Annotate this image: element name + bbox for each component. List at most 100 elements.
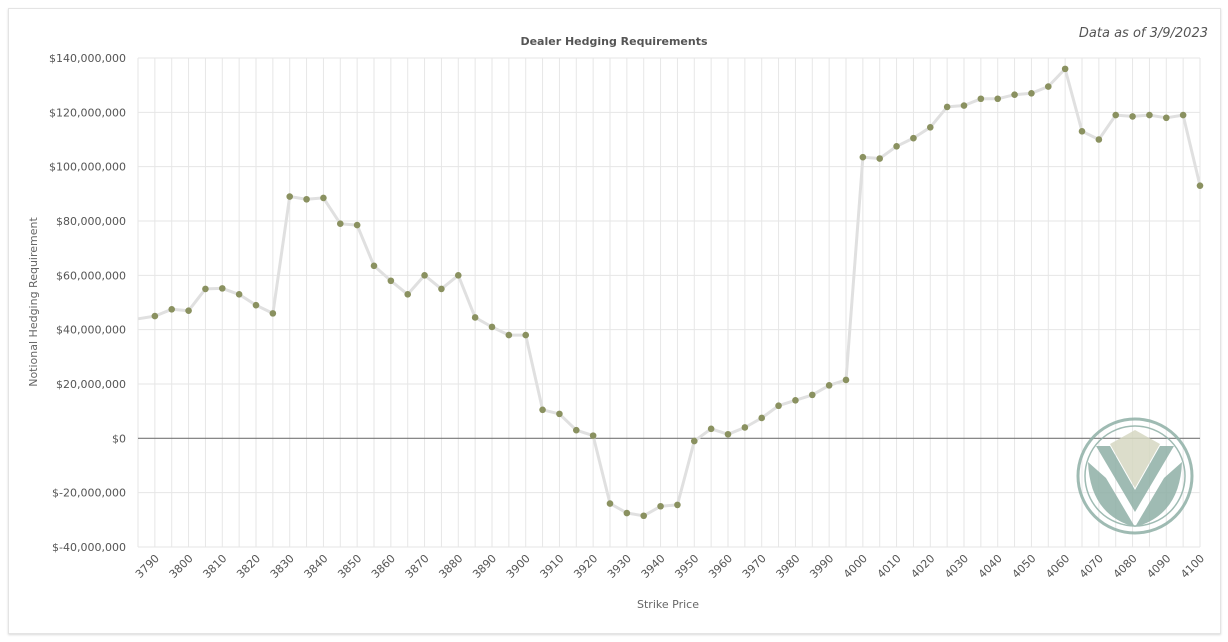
data-point <box>758 414 766 422</box>
v-shield-logo-icon <box>1076 417 1194 535</box>
x-tick-label: 3820 <box>234 552 263 581</box>
data-point <box>1061 65 1069 73</box>
data-point <box>488 323 496 331</box>
data-point <box>522 331 530 339</box>
y-tick-label: $120,000,000 <box>49 106 126 119</box>
data-point <box>471 314 479 321</box>
x-tick-label: 4060 <box>1043 552 1072 581</box>
data-point <box>438 285 445 293</box>
data-point <box>910 134 917 142</box>
data-point <box>808 391 816 399</box>
series-line <box>137 67 1202 518</box>
y-tick-label: $20,000,000 <box>56 378 126 391</box>
x-tick-label: 3860 <box>369 552 398 581</box>
data-point <box>741 424 749 431</box>
data-point <box>151 312 159 320</box>
x-tick-label: 4050 <box>1010 552 1039 581</box>
y-tick-label: $0 <box>112 432 126 445</box>
data-point <box>707 425 715 433</box>
y-tick-label: $100,000,000 <box>49 161 126 174</box>
data-point <box>1129 113 1136 120</box>
x-tick-label: 3950 <box>672 552 701 581</box>
data-point <box>960 102 968 109</box>
data-point <box>589 432 597 439</box>
data-point <box>404 291 412 298</box>
grid-lines <box>137 57 1201 548</box>
x-tick-labels: 3790 3800 3810 3820 3830 3840 3850 3860 3870 3880… <box>133 552 1207 581</box>
data-point <box>775 402 782 410</box>
x-tick-label: 3840 <box>302 552 331 581</box>
data-point <box>252 301 260 309</box>
x-tick-label: 4000 <box>841 552 870 581</box>
x-tick-label: 3930 <box>605 552 634 581</box>
y-tick-label: $60,000,000 <box>56 269 126 282</box>
x-tick-label: 3900 <box>504 552 533 581</box>
x-tick-label: 3850 <box>335 552 364 581</box>
data-point <box>876 155 884 162</box>
y-tick-label: $-20,000,000 <box>52 487 126 500</box>
x-tick-label: 3870 <box>403 552 432 581</box>
data-point <box>724 430 732 438</box>
data-point <box>303 195 310 203</box>
data-point <box>690 437 698 445</box>
data-point <box>1112 111 1120 119</box>
x-tick-label: 3890 <box>470 552 499 581</box>
x-tick-label: 3960 <box>706 552 735 581</box>
data-point <box>572 426 580 434</box>
data-point <box>1044 83 1052 90</box>
x-tick-label: 4040 <box>976 552 1005 581</box>
data-point <box>454 272 462 279</box>
data-point <box>286 193 294 200</box>
x-tick-label: 4030 <box>942 552 971 581</box>
data-point <box>842 376 850 384</box>
x-tick-label: 3880 <box>436 552 465 581</box>
x-tick-label: 4080 <box>1111 552 1140 581</box>
data-date-note: Data as of 3/9/2023 <box>1078 26 1208 41</box>
data-point <box>168 305 176 313</box>
y-axis-label: Notional Hedging Requirement <box>27 217 40 387</box>
data-point <box>1078 128 1086 135</box>
data-point <box>387 277 395 285</box>
data-point <box>893 142 900 150</box>
data-point <box>674 501 681 509</box>
y-tick-label: $-40,000,000 <box>52 541 126 554</box>
x-tick-label: 4100 <box>1178 552 1207 581</box>
x-tick-label: 3980 <box>774 552 803 581</box>
data-point <box>1179 111 1187 119</box>
data-point <box>640 512 648 520</box>
data-point <box>977 95 985 103</box>
data-point <box>370 262 378 270</box>
data-point <box>1011 91 1018 98</box>
data-point <box>1146 111 1153 119</box>
x-tick-label: 3920 <box>571 552 600 581</box>
data-point <box>185 307 192 314</box>
x-tick-label: 3790 <box>133 552 162 581</box>
data-point <box>556 410 563 418</box>
x-tick-label: 4010 <box>875 552 904 581</box>
x-tick-label: 4070 <box>1077 552 1106 581</box>
x-tick-label: 3830 <box>268 552 297 581</box>
data-point <box>792 397 799 404</box>
y-tick-labels: $140,000,000 $120,000,000 $100,000,000 $80,… <box>49 52 126 554</box>
data-point <box>336 220 344 228</box>
x-tick-label: 3940 <box>639 552 668 581</box>
x-tick-label: 3910 <box>538 552 567 581</box>
data-point <box>825 382 833 389</box>
data-point <box>320 194 327 202</box>
data-point <box>859 153 867 161</box>
data-point <box>994 95 1002 103</box>
data-point <box>657 502 664 510</box>
x-tick-label: 3810 <box>200 552 229 581</box>
chart-title: Dealer Hedging Requirements <box>520 35 708 48</box>
data-point <box>606 500 614 507</box>
x-tick-label: 4090 <box>1144 552 1173 581</box>
x-tick-label: 3970 <box>740 552 769 581</box>
data-point <box>218 285 226 292</box>
data-point <box>623 509 631 517</box>
data-point <box>1162 114 1170 122</box>
data-point <box>1196 182 1204 189</box>
data-point <box>421 272 428 279</box>
x-tick-label: 3800 <box>167 552 196 581</box>
data-point <box>1028 90 1035 97</box>
